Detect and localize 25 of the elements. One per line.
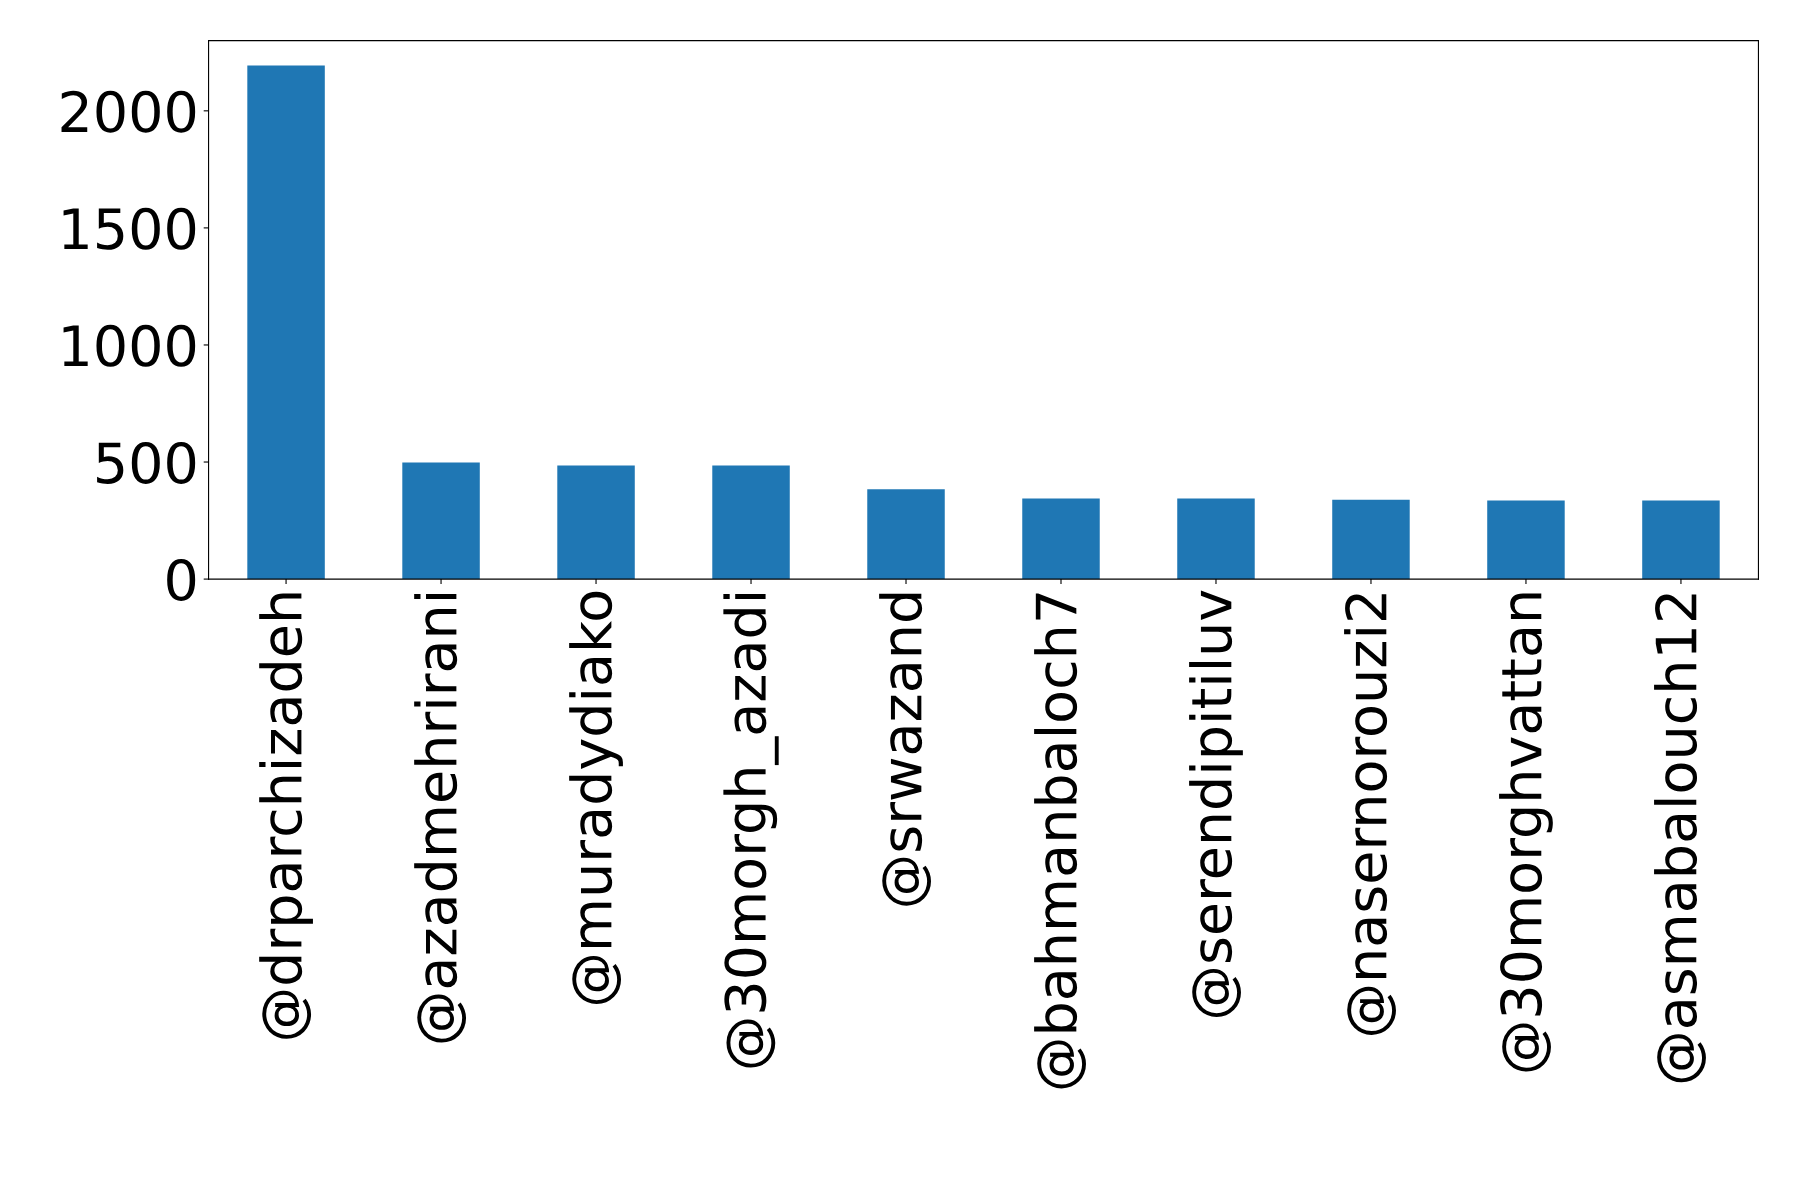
- x-tick-label: @nasernorouzi2: [1344, 594, 1396, 1035]
- bar: [867, 489, 945, 580]
- y-tick-label: 1500: [63, 207, 196, 250]
- bar: [1177, 498, 1255, 580]
- bar: [1332, 499, 1410, 580]
- x-tick-label: @asmabalouch12: [1654, 594, 1706, 1083]
- bar: [557, 465, 635, 580]
- y-tick-label: 500: [97, 441, 196, 484]
- x-tick-label: @azadmehrirani: [414, 594, 467, 1043]
- bar: [402, 462, 480, 580]
- x-tick-label: @30morgh_azadi: [723, 594, 779, 1068]
- y-tick-label: 1000: [63, 324, 196, 367]
- y-tick-label: 0: [167, 558, 196, 601]
- x-tick-label: @muradydiako: [569, 591, 623, 1004]
- y-tick-label: 2000: [61, 90, 196, 133]
- bar: [247, 65, 325, 580]
- bar: [712, 465, 790, 580]
- x-tick-label: @drparchizadeh: [259, 593, 313, 1039]
- x-tick-label: @serendipitiluv: [1189, 590, 1243, 1017]
- bar: [1642, 500, 1720, 580]
- bar: [1022, 498, 1100, 580]
- bar: [1487, 500, 1565, 580]
- x-tick-label: @bahmanbaloch7: [1034, 593, 1086, 1089]
- x-tick-label: @srwazand: [879, 593, 931, 906]
- x-tick-label: @30morghvattan: [1499, 593, 1553, 1072]
